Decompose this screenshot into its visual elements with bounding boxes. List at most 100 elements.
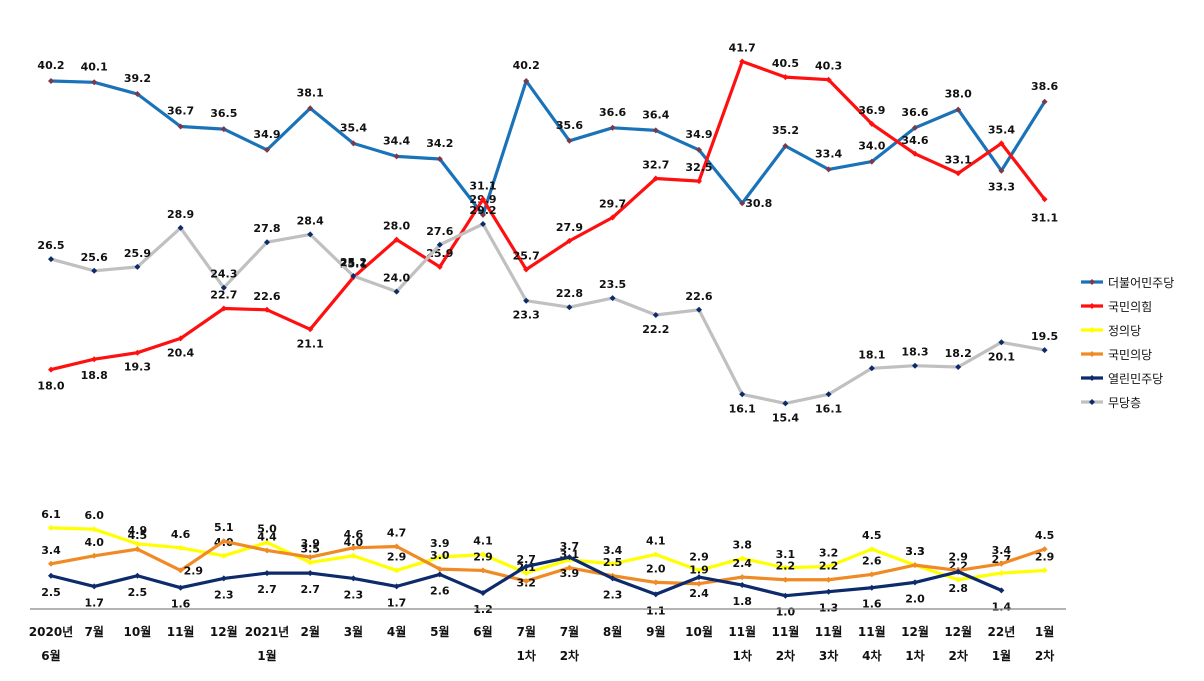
data-point: [264, 306, 270, 313]
data-label: 3.2: [819, 546, 839, 559]
data-label: 25.1: [340, 257, 367, 270]
data-label: 36.7: [167, 105, 194, 118]
data-label: 2.0: [905, 592, 925, 605]
data-point: [264, 570, 270, 577]
legend-item: 정의당: [1081, 324, 1141, 338]
data-point: [782, 143, 789, 149]
data-label: 27.8: [253, 222, 280, 235]
data-point: [177, 584, 184, 591]
data-point: [91, 356, 98, 363]
data-point: [782, 564, 789, 571]
data-label: 1.3: [819, 602, 839, 615]
data-label: 31.1: [469, 179, 496, 192]
data-label: 3.1: [776, 548, 796, 561]
data-label: 25.6: [81, 251, 108, 264]
data-label: 18.3: [901, 346, 928, 359]
legend-marker: [1089, 327, 1095, 333]
data-label: 3.9: [560, 567, 580, 580]
data-point: [350, 544, 357, 551]
data-point: [264, 146, 270, 153]
data-point: [307, 570, 314, 577]
data-label: 41.7: [729, 42, 756, 55]
data-point: [307, 554, 314, 561]
data-point: [523, 578, 530, 585]
x-tick-label: 2020년: [29, 625, 73, 639]
data-label: 4.9: [128, 524, 148, 537]
x-tick-label-sub: 1차: [905, 648, 924, 663]
data-point: [393, 567, 400, 574]
data-point: [609, 575, 616, 582]
data-label: 2.6: [862, 554, 882, 567]
data-label: 34.9: [253, 128, 280, 141]
data-point: [480, 196, 486, 203]
x-tick-label: 11월: [858, 624, 886, 639]
data-point: [912, 150, 918, 157]
data-label: 3.2: [516, 576, 536, 589]
data-point: [998, 140, 1005, 147]
legend-item: 더불어민주당: [1081, 276, 1174, 290]
data-point: [652, 579, 659, 586]
major-parties-panel: 40.2 40.1 39.2 36.7 36.5 34.9 38.1 35.4 34.4 34.2…: [37, 42, 1058, 425]
data-label: 1.8: [732, 595, 752, 608]
data-label: 6.1: [41, 508, 61, 521]
data-point: [912, 362, 918, 369]
data-point: [264, 547, 270, 554]
data-point: [955, 106, 962, 113]
legend-label: 정의당: [1108, 324, 1141, 338]
data-point: [480, 567, 486, 574]
data-point: [782, 400, 789, 407]
data-label: 23.5: [599, 278, 626, 291]
data-point: [912, 562, 918, 569]
data-label: 22.6: [253, 290, 280, 303]
legend-label: 열린민주당: [1108, 372, 1163, 386]
data-label: 3.5: [300, 542, 320, 555]
data-point: [609, 214, 616, 221]
data-point: [696, 178, 702, 185]
data-label: 4.1: [646, 534, 666, 547]
data-point: [739, 555, 746, 562]
x-tick-label: 7월: [85, 624, 104, 639]
data-point: [998, 560, 1005, 567]
data-label: 15.4: [772, 411, 799, 424]
series-line: [50, 59, 1046, 372]
data-point: [609, 124, 616, 131]
data-point: [307, 231, 314, 238]
data-point: [220, 538, 227, 545]
data-label: 5.0: [257, 523, 277, 536]
x-tick-label-sub: 2차: [949, 648, 968, 663]
data-point: [782, 74, 789, 81]
data-point: [1041, 347, 1048, 354]
series-line: [50, 79, 1046, 217]
data-point: [91, 552, 98, 559]
x-tick-label: 12월: [210, 624, 238, 639]
data-label: 2.7: [300, 583, 320, 596]
data-label: 4.0: [84, 536, 104, 549]
data-point: [264, 539, 270, 546]
data-label: 22.6: [685, 290, 712, 303]
data-label: 27.6: [426, 225, 453, 238]
data-label: 33.1: [945, 153, 972, 166]
legend-marker: [1089, 279, 1095, 285]
data-label: 1.9: [689, 564, 709, 577]
data-label: 33.4: [815, 147, 842, 160]
data-point: [868, 158, 875, 165]
data-point: [393, 543, 400, 550]
series-열린민주당: 2.51.72.51.62.3 2.7 2.7 2.31.72.61.23.23.92…: [41, 554, 1011, 619]
x-tick-label: 5월: [430, 624, 449, 639]
data-point: [91, 79, 98, 86]
x-tick-label-sub: 2차: [776, 648, 795, 663]
data-point: [825, 391, 832, 398]
data-label: 40.1: [81, 60, 108, 73]
data-label: 34.0: [858, 140, 885, 153]
data-point: [480, 221, 486, 227]
data-label: 36.6: [901, 106, 928, 119]
data-point: [566, 304, 573, 311]
data-label: 3.4: [603, 544, 623, 557]
data-point: [264, 239, 270, 246]
data-label: 6.0: [84, 509, 104, 522]
data-label: 4.5: [128, 529, 148, 542]
data-label: 31.1: [1031, 211, 1058, 224]
data-point: [177, 224, 184, 231]
data-point: [48, 256, 54, 263]
data-label: 3.3: [905, 545, 925, 558]
